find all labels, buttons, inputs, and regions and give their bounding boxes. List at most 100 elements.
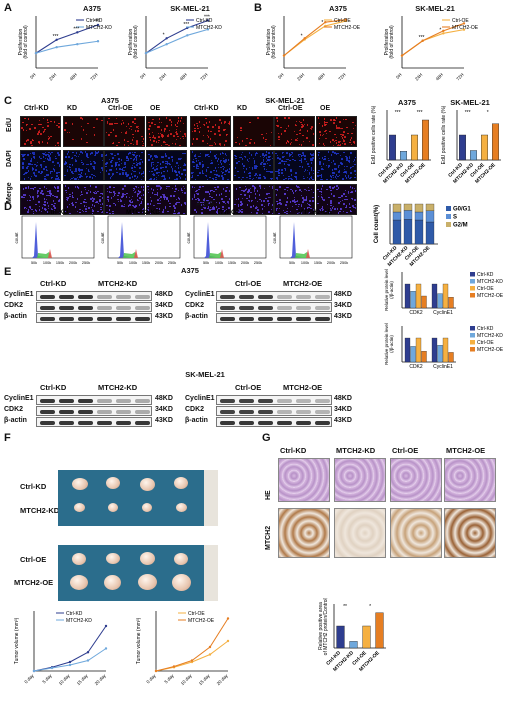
band xyxy=(258,410,273,414)
data-point xyxy=(186,34,189,37)
micrograph xyxy=(63,150,104,181)
tumor-label: Ctrl-KD xyxy=(20,482,47,491)
bar xyxy=(469,150,477,161)
band xyxy=(315,410,330,414)
legend-label: MTCH2-OE xyxy=(477,347,504,353)
stack-segment xyxy=(403,203,413,211)
band xyxy=(116,317,131,321)
band xyxy=(220,317,235,321)
band xyxy=(220,295,235,299)
band xyxy=(239,410,254,414)
blot-header: MTCH2-OE xyxy=(283,383,323,392)
y-axis-label: count xyxy=(186,232,191,244)
band xyxy=(220,399,235,403)
tumor-label: MTCH2-KD xyxy=(20,506,60,515)
x-tick-label: 10 day xyxy=(180,673,194,687)
data-point xyxy=(154,669,158,673)
legend-label: Ctrl-KD xyxy=(477,272,494,278)
band xyxy=(97,306,112,310)
legend-label: G2/M xyxy=(453,223,468,229)
band xyxy=(135,421,150,425)
legend-label: Ctrl-KD xyxy=(86,18,103,24)
stack-segment xyxy=(425,203,435,211)
legend-label: G0/G1 xyxy=(453,207,471,213)
band xyxy=(78,317,93,321)
legend-label: Ctrl-KD xyxy=(196,18,213,24)
micrograph xyxy=(146,150,187,181)
band xyxy=(97,410,112,414)
band xyxy=(220,306,235,310)
s-phase xyxy=(295,252,310,258)
band xyxy=(296,306,311,310)
legend-swatch xyxy=(470,286,475,291)
x-tick-label: 15 day xyxy=(198,673,212,687)
data-point xyxy=(172,665,176,668)
he-stain-image xyxy=(444,458,496,502)
tumor-photo-oe xyxy=(58,545,218,601)
bar xyxy=(404,283,411,309)
bar xyxy=(492,123,500,161)
x-tick-label: 72H xyxy=(337,72,346,81)
band xyxy=(258,399,273,403)
size-label: 43KD xyxy=(334,313,352,320)
band xyxy=(220,410,235,414)
significance-mark: * xyxy=(439,27,441,33)
g2-peak xyxy=(48,249,52,258)
y-axis-label: (fold of control) xyxy=(133,25,139,59)
data-point xyxy=(421,39,424,42)
significance-mark: *** xyxy=(417,110,423,116)
data-point xyxy=(76,43,79,46)
micrograph xyxy=(190,150,231,181)
x-tick-label: 150k xyxy=(56,261,64,265)
column-header: KD xyxy=(237,105,248,112)
band xyxy=(296,421,311,425)
y-axis-label: EdU positive cells rate (%) xyxy=(371,106,377,164)
y-axis-label: Cell count(%) xyxy=(374,205,380,243)
significance-mark: *** xyxy=(73,26,79,32)
y-axis-label: (/β-actin) xyxy=(389,335,394,353)
panel-label-c: C xyxy=(4,95,12,107)
legend-swatch xyxy=(470,347,475,352)
y-axis-label: Relative protein level xyxy=(384,323,389,365)
y-axis-label: Proliferation xyxy=(266,28,272,55)
legend-label: Ctrl-OE xyxy=(477,340,494,346)
x-tick-label: 48H xyxy=(317,72,326,81)
g1-peak xyxy=(204,222,216,258)
x-tick-label: CDK2 xyxy=(409,310,423,316)
band xyxy=(135,295,150,299)
protein-label: β-actin xyxy=(185,313,208,320)
bar xyxy=(410,291,416,309)
y-axis-label: Tumor volume (mm³) xyxy=(136,617,142,664)
band xyxy=(40,399,55,403)
legend-swatch xyxy=(470,326,475,331)
column-header: Ctrl-KD xyxy=(280,446,307,455)
data-point xyxy=(68,663,72,667)
band xyxy=(315,399,330,403)
band xyxy=(277,317,292,321)
stack-segment xyxy=(392,211,402,221)
x-tick-label: 200k xyxy=(155,261,163,265)
panel-label-g: G xyxy=(262,432,271,444)
he-stain-image xyxy=(334,458,386,502)
legend-swatch xyxy=(470,340,475,345)
blot-strip xyxy=(36,406,152,416)
band xyxy=(78,306,93,310)
ihc-stain-image xyxy=(444,508,496,558)
band xyxy=(277,410,292,414)
stack-segment xyxy=(403,210,413,220)
legend-label: Ctrl-KD xyxy=(66,611,83,617)
x-tick-label: 100k xyxy=(301,261,309,265)
bar xyxy=(422,119,430,161)
row-label-merge: Merge xyxy=(6,182,13,203)
column-header: OE xyxy=(320,105,331,112)
data-point xyxy=(165,37,168,40)
x-tick-label: 250k xyxy=(340,261,348,265)
data-point xyxy=(462,22,466,25)
column-header: Ctrl-KD xyxy=(24,105,49,112)
band xyxy=(239,421,254,425)
blot-header: Ctrl-KD xyxy=(40,279,67,288)
y-axis-label: (fold of control) xyxy=(23,25,29,59)
histogram: MTCH2-KD count 50k 100k 150k 200k 250k xyxy=(100,209,181,265)
size-label: 34KD xyxy=(334,406,352,413)
